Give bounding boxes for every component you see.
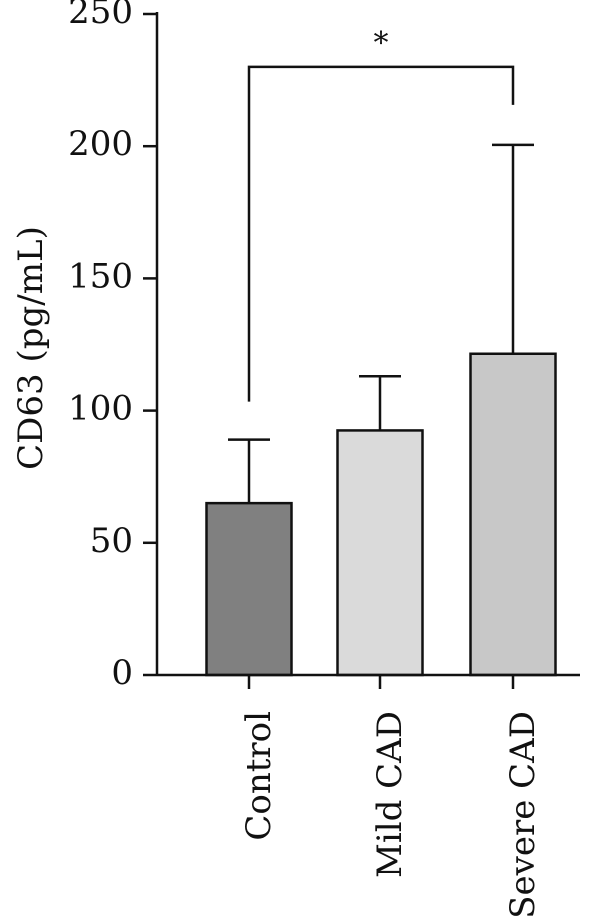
x-category-label: Control: [239, 711, 279, 841]
significance-group: *: [247, 26, 515, 402]
bar-mild-cad: [336, 429, 424, 677]
x-category-label: Mild CAD: [370, 711, 410, 878]
y-tick-label: 100: [68, 389, 133, 429]
y-tick-label: 50: [90, 521, 133, 561]
significance-bracket: [247, 65, 515, 402]
x-category-label: Severe CAD: [503, 711, 543, 919]
y-tick-label: 250: [68, 0, 133, 32]
significance-label: *: [374, 26, 389, 61]
y-axis: 0 50 100 150 200 250: [68, 0, 159, 693]
y-axis-title: CD63 (pg/mL): [11, 226, 51, 470]
bar-control: [205, 501, 293, 677]
error-bars-group: [228, 143, 534, 504]
bar-severe-cad: [469, 352, 557, 677]
x-axis: Control Mild CAD Severe CAD: [157, 673, 580, 919]
y-tick-label: 150: [68, 256, 133, 296]
y-tick-label: 0: [111, 653, 133, 693]
y-tick-label: 200: [68, 124, 133, 164]
